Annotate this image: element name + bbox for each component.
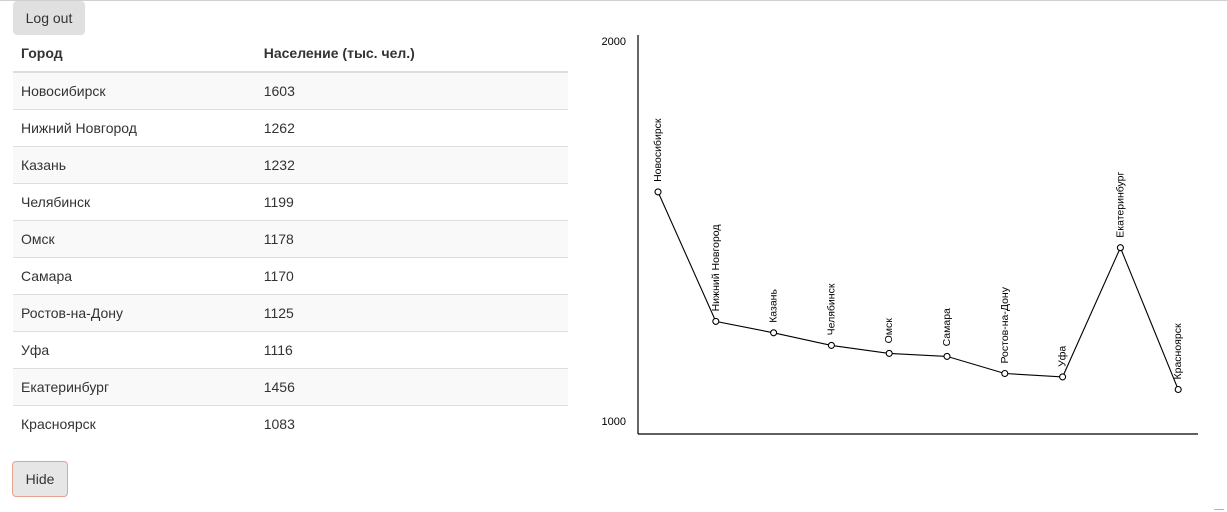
data-label: Екатеринбург (1114, 171, 1126, 237)
data-point (885, 349, 893, 357)
city-cell: Уфа (13, 331, 258, 369)
data-label: Уфа (1057, 346, 1069, 367)
city-cell: Самара (13, 257, 258, 295)
table-row: Ростов-на-Дону 1125 (13, 294, 568, 332)
column-header-city: Город (13, 35, 258, 73)
data-label: Казань (768, 289, 780, 323)
city-cell: Нижний Новгород (13, 109, 258, 147)
data-label: Омск (883, 318, 895, 344)
population-cell: 1456 (257, 368, 568, 406)
city-cell: Новосибирск (13, 71, 258, 110)
city-cell: Екатеринбург (13, 368, 258, 406)
data-point (1059, 373, 1067, 381)
table-row: Омск 1178 (13, 220, 568, 258)
data-point (827, 341, 835, 349)
table-row: Новосибирск 1603 (13, 71, 568, 110)
y-tick-label: 2000 (602, 36, 626, 48)
data-label: Новосибирск (652, 118, 664, 182)
table-row: Челябинск 1199 (13, 183, 568, 221)
population-cell: 1199 (257, 183, 568, 221)
data-point (770, 329, 778, 337)
population-cell: 1116 (257, 331, 568, 369)
data-point (1116, 244, 1124, 252)
table-row: Уфа 1116 (13, 331, 568, 369)
table-header-row: Город Население (тыс. чел.) (13, 35, 568, 73)
city-cell: Красноярск (13, 405, 258, 442)
resize-handle-icon (1214, 503, 1224, 510)
table-row: Красноярск 1083 (13, 405, 568, 442)
y-tick-label: 1000 (602, 416, 626, 428)
data-point (712, 317, 720, 325)
hide-button[interactable]: Hide (12, 461, 68, 497)
table-row: Казань 1232 (13, 146, 568, 184)
data-label: Челябинск (825, 283, 837, 335)
population-cell: 1262 (257, 109, 568, 147)
city-cell: Омск (13, 220, 258, 258)
data-label: Ростов-на-Дону (999, 286, 1011, 363)
population-cell: 1170 (257, 257, 568, 295)
series-line (657, 191, 1179, 390)
data-point (1174, 385, 1182, 394)
data-label: Красноярск (1172, 323, 1184, 379)
data-point (654, 188, 662, 196)
logout-button[interactable]: Log out (13, 1, 85, 35)
city-population-table: Город Население (тыс. чел.) Новосибирск … (13, 35, 568, 442)
city-cell: Ростов-на-Дону (13, 294, 258, 332)
population-cell: 1232 (257, 146, 568, 184)
population-cell: 1178 (257, 220, 568, 258)
population-cell: 1083 (257, 405, 568, 442)
population-cell: 1125 (257, 294, 568, 332)
table-row: Нижний Новгород 1262 (13, 109, 568, 147)
table-row: Екатеринбург 1456 (13, 368, 568, 406)
table-row: Самара 1170 (13, 257, 568, 295)
city-cell: Челябинск (13, 183, 258, 221)
data-point (1001, 369, 1009, 378)
data-label: Нижний Новгород (710, 224, 722, 311)
data-point (943, 352, 951, 360)
data-label: Самара (941, 308, 953, 346)
city-cell: Казань (13, 146, 258, 184)
population-cell: 1603 (257, 71, 568, 110)
column-header-population: Население (тыс. чел.) (257, 35, 568, 73)
window-top-border (0, 0, 1227, 1)
